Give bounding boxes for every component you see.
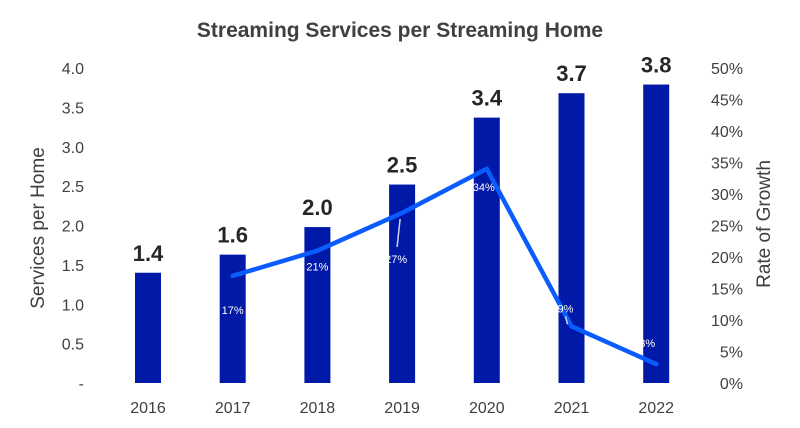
- bar-data-label: 2.5: [387, 153, 418, 178]
- x-tick-label: 2017: [215, 400, 251, 417]
- y2-tick-label: 40%: [711, 124, 743, 141]
- y-tick-label: 0.5: [62, 337, 84, 354]
- growth-data-label: 27%: [385, 254, 407, 266]
- bar-data-label: 1.4: [133, 241, 164, 266]
- y-tick-label: 3.5: [62, 100, 84, 117]
- bar: [643, 84, 670, 383]
- y-tick-label: 2.0: [62, 219, 84, 236]
- x-tick-label: 2020: [469, 400, 505, 417]
- growth-label-leader: [564, 316, 569, 325]
- bar-data-label: 1.6: [217, 223, 248, 248]
- x-axis-ticks: 2016 2017 2018 2019 2020 2021 2022: [130, 400, 674, 417]
- x-tick-label: 2021: [554, 400, 590, 417]
- growth-point: [230, 273, 235, 278]
- bar-data-label: 3.4: [472, 86, 503, 111]
- y-axis-ticks: - 0.5 1.0 1.5 2.0 2.5 3.0 3.5 4.0: [62, 61, 84, 393]
- growth-data-label: 17%: [222, 305, 244, 317]
- x-tick-label: 2018: [300, 400, 336, 417]
- bar-data-label: 3.7: [556, 61, 587, 86]
- growth-data-label: 9%: [558, 303, 574, 315]
- y2-tick-label: 5%: [720, 345, 743, 362]
- growth-data-label: 3%: [639, 338, 655, 350]
- growth-data-label: 21%: [306, 262, 328, 274]
- y2-tick-label: 20%: [711, 250, 743, 267]
- x-tick-label: 2016: [130, 400, 166, 417]
- y-tick-label: 4.0: [62, 61, 84, 78]
- y2-tick-label: 45%: [711, 93, 743, 110]
- growth-point: [315, 248, 320, 253]
- y2-tick-label: 30%: [711, 187, 743, 204]
- bar-data-label: 3.8: [641, 53, 672, 78]
- y2-tick-label: 50%: [711, 61, 743, 78]
- bar-data-label: 2.0: [302, 195, 333, 220]
- y2-tick-label: 15%: [711, 282, 743, 299]
- growth-point: [569, 324, 574, 329]
- x-tick-label: 2022: [638, 400, 674, 417]
- y-tick-label: 3.0: [62, 140, 84, 157]
- y-tick-label: -: [79, 376, 84, 393]
- chart-title: Streaming Services per Streaming Home: [197, 19, 603, 42]
- y-tick-label: 1.0: [62, 297, 84, 314]
- growth-data-labels: 17% 21% 27% 34% 9% 3%: [222, 182, 656, 350]
- y2-axis-label: Rate of Growth: [754, 160, 775, 288]
- growth-data-label: 34%: [473, 182, 495, 194]
- bar: [473, 117, 500, 384]
- growth-line: [230, 166, 659, 367]
- bar-data-labels: 1.4 1.6 2.0 2.5 3.4 3.7 3.8: [133, 53, 672, 266]
- y2-tick-label: 10%: [711, 313, 743, 330]
- growth-point: [484, 166, 489, 171]
- bar: [135, 272, 161, 383]
- y-tick-label: 1.5: [62, 258, 84, 275]
- y2-axis-ticks: 0% 5% 10% 15% 20% 25% 30% 35% 40% 45% 50%: [711, 61, 743, 393]
- y2-tick-label: 0%: [720, 376, 743, 393]
- y-axis-label: Services per Home: [28, 147, 49, 309]
- bar: [558, 93, 585, 383]
- growth-point: [400, 210, 405, 215]
- y2-tick-label: 25%: [711, 219, 743, 236]
- growth-point: [654, 362, 659, 367]
- y2-tick-label: 35%: [711, 156, 743, 173]
- growth-line-layer: [230, 166, 659, 367]
- growth-label-leader: [396, 218, 401, 247]
- bars: [135, 84, 670, 384]
- x-tick-label: 2019: [384, 400, 420, 417]
- y-tick-label: 2.5: [62, 179, 84, 196]
